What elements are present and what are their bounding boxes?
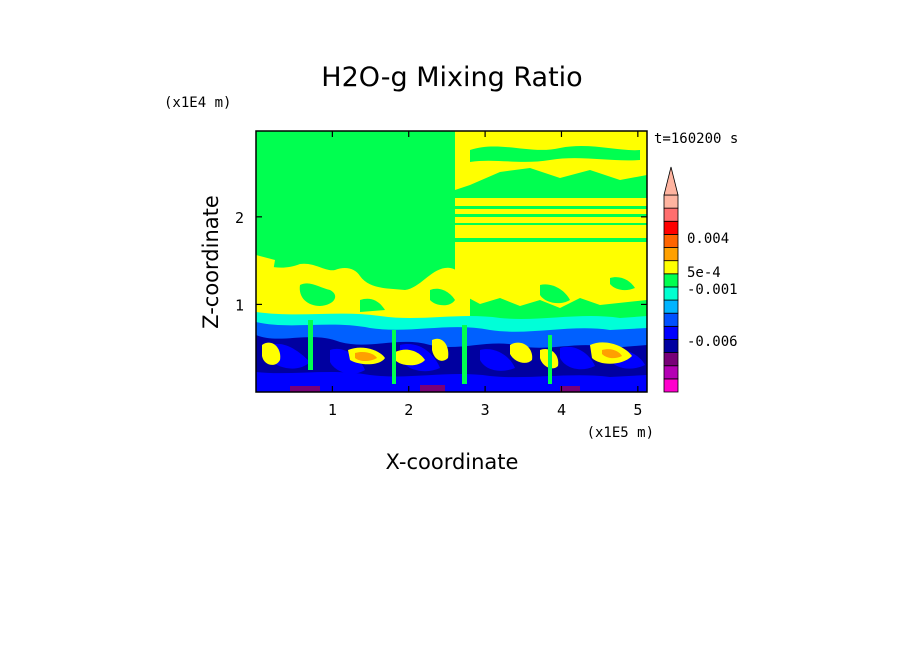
x-axis: 1 2 3 4 5 [328,131,642,419]
y-tick-label: 1 [235,296,244,314]
colorbar-swatch [663,207,679,222]
x-axis-label: X-coordinate [386,450,519,474]
time-label: t=160200 s [654,131,738,147]
mid-green-holes [299,277,635,312]
y-axis: 12 [235,209,647,314]
y-tick-label: 2 [235,209,244,227]
x-tick-label: 5 [633,401,642,419]
y-axis-label: Z-coordinate [199,195,223,329]
colorbar-swatch [663,378,679,393]
updraft-columns [308,320,552,390]
contour-field [256,131,647,392]
y-scale-label: (x1E4 m) [164,95,231,111]
colorbar-swatch [663,273,679,288]
colorbar-extend-arrow [663,166,679,196]
colorbar-swatch [663,233,679,248]
colorbar-swatch [663,286,679,301]
upper-yellow-region [455,131,647,308]
colorbar-swatch [663,299,679,314]
colorbar-swatch [663,194,679,209]
chart-title: H2O-g Mixing Ratio [321,62,582,93]
colorbar-label: 0.004 [687,231,729,247]
colorbar-swatch [663,220,679,235]
colorbar-label: 5e-4 [687,265,721,281]
colorbar-label: -0.001 [687,282,738,298]
colorbar-swatch [663,352,679,367]
colorbar-swatch [663,312,679,327]
colorbar [663,166,679,393]
colorbar-swatch [663,247,679,262]
x-tick-label: 3 [481,401,490,419]
colorbar-swatch [663,365,679,380]
low-yellow-cells [262,338,632,369]
colorbar-label: -0.006 [687,334,738,350]
x-tick-label: 1 [328,401,337,419]
surface-layer [256,384,647,392]
plot-frame [255,130,648,393]
colorbar-labels: 0.004 5e-4-0.001 -0.006 [687,231,738,350]
colorbar-swatch [663,325,679,340]
colorbar-swatch [663,339,679,354]
x-scale-label: (x1E5 m) [587,425,654,441]
mid-yellow-blobs [256,255,470,320]
colorbar-swatch [663,260,679,275]
x-tick-label: 2 [404,401,413,419]
x-tick-label: 4 [557,401,566,419]
